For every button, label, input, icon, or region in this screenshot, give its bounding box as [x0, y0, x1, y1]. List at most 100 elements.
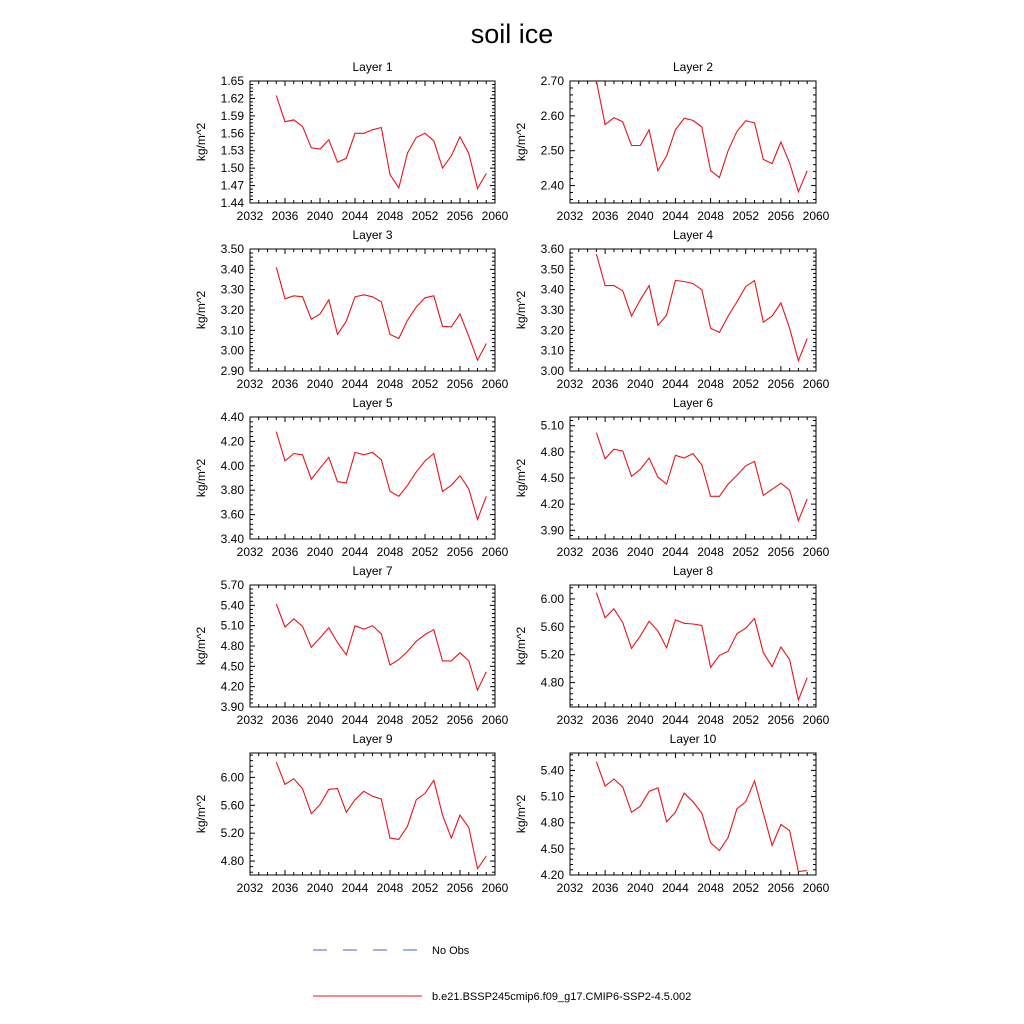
- y-tick-label: 3.30: [221, 283, 245, 297]
- panel-layer-2: Layer 2 2032 2036 2040 2044 2048 2052 2056 2060 2…: [514, 60, 830, 223]
- y-tick-label: 3.50: [221, 242, 245, 256]
- panel-title: Layer 6: [673, 396, 713, 410]
- panel-title: Layer 7: [352, 564, 392, 578]
- panel-title: Layer 3: [352, 228, 392, 242]
- series-line: [275, 603, 487, 692]
- y-tick-label: 4.20: [541, 868, 565, 882]
- y-tick-label: 4.00: [221, 459, 245, 473]
- x-tick-label: 2036: [592, 209, 619, 223]
- x-tick-label: 2060: [803, 545, 830, 559]
- x-tick-label: 2052: [412, 209, 439, 223]
- x-tick-label: 2048: [697, 209, 724, 223]
- x-tick-label: 2032: [237, 209, 264, 223]
- x-tick-label: 2060: [803, 209, 830, 223]
- plot-frame: [249, 248, 496, 372]
- x-tick-label: 2040: [627, 209, 654, 223]
- x-tick-label: 2060: [803, 377, 830, 391]
- y-tick-label: 5.60: [541, 620, 565, 634]
- y-tick-label: 5.40: [221, 598, 245, 612]
- x-tick-label: 2032: [557, 713, 584, 727]
- x-tick-label: 2060: [482, 377, 509, 391]
- plot-frame: [569, 416, 817, 540]
- x-tick-label: 2048: [377, 377, 404, 391]
- y-tick-label: 1.56: [221, 126, 245, 140]
- x-tick-label: 2048: [377, 209, 404, 223]
- x-tick-label: 2048: [697, 545, 724, 559]
- y-axis-label: kg/m^2: [514, 459, 528, 498]
- y-tick-label: 4.80: [541, 676, 565, 690]
- plot-frame: [569, 752, 817, 876]
- panel-layer-6: Layer 6 2032 2036 2040 2044 2048 2052 2056 2060 3…: [514, 396, 830, 559]
- panel-layer-8: Layer 8 2032 2036 2040 2044 2048 2052 2056 2060 4…: [514, 564, 830, 727]
- x-tick-label: 2032: [557, 545, 584, 559]
- x-tick-label: 2052: [732, 377, 759, 391]
- y-tick-label: 3.40: [221, 532, 245, 546]
- y-tick-label: 3.00: [541, 364, 565, 378]
- y-tick-label: 4.80: [541, 445, 565, 459]
- series-line: [275, 95, 487, 190]
- x-tick-label: 2056: [447, 713, 474, 727]
- x-tick-label: 2056: [447, 209, 474, 223]
- x-tick-label: 2040: [307, 377, 334, 391]
- x-tick-label: 2056: [768, 545, 795, 559]
- y-tick-label: 3.10: [221, 323, 245, 337]
- x-tick-label: 2036: [272, 209, 299, 223]
- y-tick-label: 2.40: [541, 179, 565, 193]
- x-tick-label: 2060: [482, 545, 509, 559]
- y-axis-label: kg/m^2: [194, 459, 208, 498]
- y-axis-label: kg/m^2: [514, 795, 528, 834]
- y-tick-label: 4.40: [221, 410, 245, 424]
- x-tick-label: 2040: [627, 377, 654, 391]
- y-tick-label: 1.62: [221, 91, 245, 105]
- y-tick-label: 4.50: [541, 471, 565, 485]
- y-tick-label: 3.20: [541, 323, 565, 337]
- x-tick-label: 2036: [592, 881, 619, 895]
- x-tick-label: 2044: [662, 209, 689, 223]
- series-line: [595, 253, 808, 363]
- x-tick-label: 2036: [592, 377, 619, 391]
- x-tick-label: 2040: [307, 545, 334, 559]
- x-tick-label: 2044: [662, 713, 689, 727]
- panel-layer-4: Layer 4 2032 2036 2040 2044 2048 2052 2056 2060 3…: [514, 228, 830, 391]
- x-tick-label: 2044: [342, 377, 369, 391]
- x-tick-label: 2036: [272, 545, 299, 559]
- x-tick-label: 2044: [342, 881, 369, 895]
- y-axis-label: kg/m^2: [194, 291, 208, 330]
- y-tick-label: 4.20: [541, 497, 565, 511]
- x-tick-label: 2060: [482, 713, 509, 727]
- y-tick-label: 5.60: [221, 798, 245, 812]
- x-tick-label: 2036: [592, 545, 619, 559]
- plot-frame: [569, 584, 817, 708]
- y-tick-label: 3.40: [221, 262, 245, 276]
- series-line: [275, 761, 487, 871]
- panel-layer-7: Layer 7 2032 2036 2040 2044 2048 2052 2056 2060 3…: [194, 564, 509, 727]
- y-tick-label: 1.50: [221, 161, 245, 175]
- figure-title: soil ice: [471, 19, 554, 49]
- series-line: [275, 267, 487, 362]
- x-tick-label: 2032: [557, 377, 584, 391]
- x-tick-label: 2040: [627, 881, 654, 895]
- y-tick-label: 4.80: [541, 816, 565, 830]
- panel-layer-10: Layer 10 2032 2036 2040 2044 2048 2052 2056 2060…: [514, 732, 830, 895]
- x-tick-label: 2040: [627, 713, 654, 727]
- panel-layer-3: Layer 3 2032 2036 2040 2044 2048 2052 2056 2060 2…: [194, 228, 509, 391]
- x-tick-label: 2056: [768, 209, 795, 223]
- y-axis-label: kg/m^2: [194, 627, 208, 666]
- panel-title: Layer 1: [352, 60, 392, 74]
- panel-title: Layer 8: [673, 564, 713, 578]
- y-tick-label: 5.20: [541, 648, 565, 662]
- x-tick-label: 2044: [662, 545, 689, 559]
- y-tick-label: 3.20: [221, 303, 245, 317]
- y-tick-label: 4.50: [541, 842, 565, 856]
- series-line: [275, 431, 487, 522]
- x-tick-label: 2056: [768, 377, 795, 391]
- x-tick-label: 2060: [482, 881, 509, 895]
- y-tick-label: 4.20: [221, 680, 245, 694]
- y-axis-label: kg/m^2: [194, 123, 208, 162]
- x-tick-label: 2032: [557, 209, 584, 223]
- y-axis-label: kg/m^2: [194, 795, 208, 834]
- x-tick-label: 2056: [768, 713, 795, 727]
- panel-title: Layer 5: [352, 396, 392, 410]
- y-tick-label: 2.70: [541, 74, 565, 88]
- x-tick-label: 2040: [627, 545, 654, 559]
